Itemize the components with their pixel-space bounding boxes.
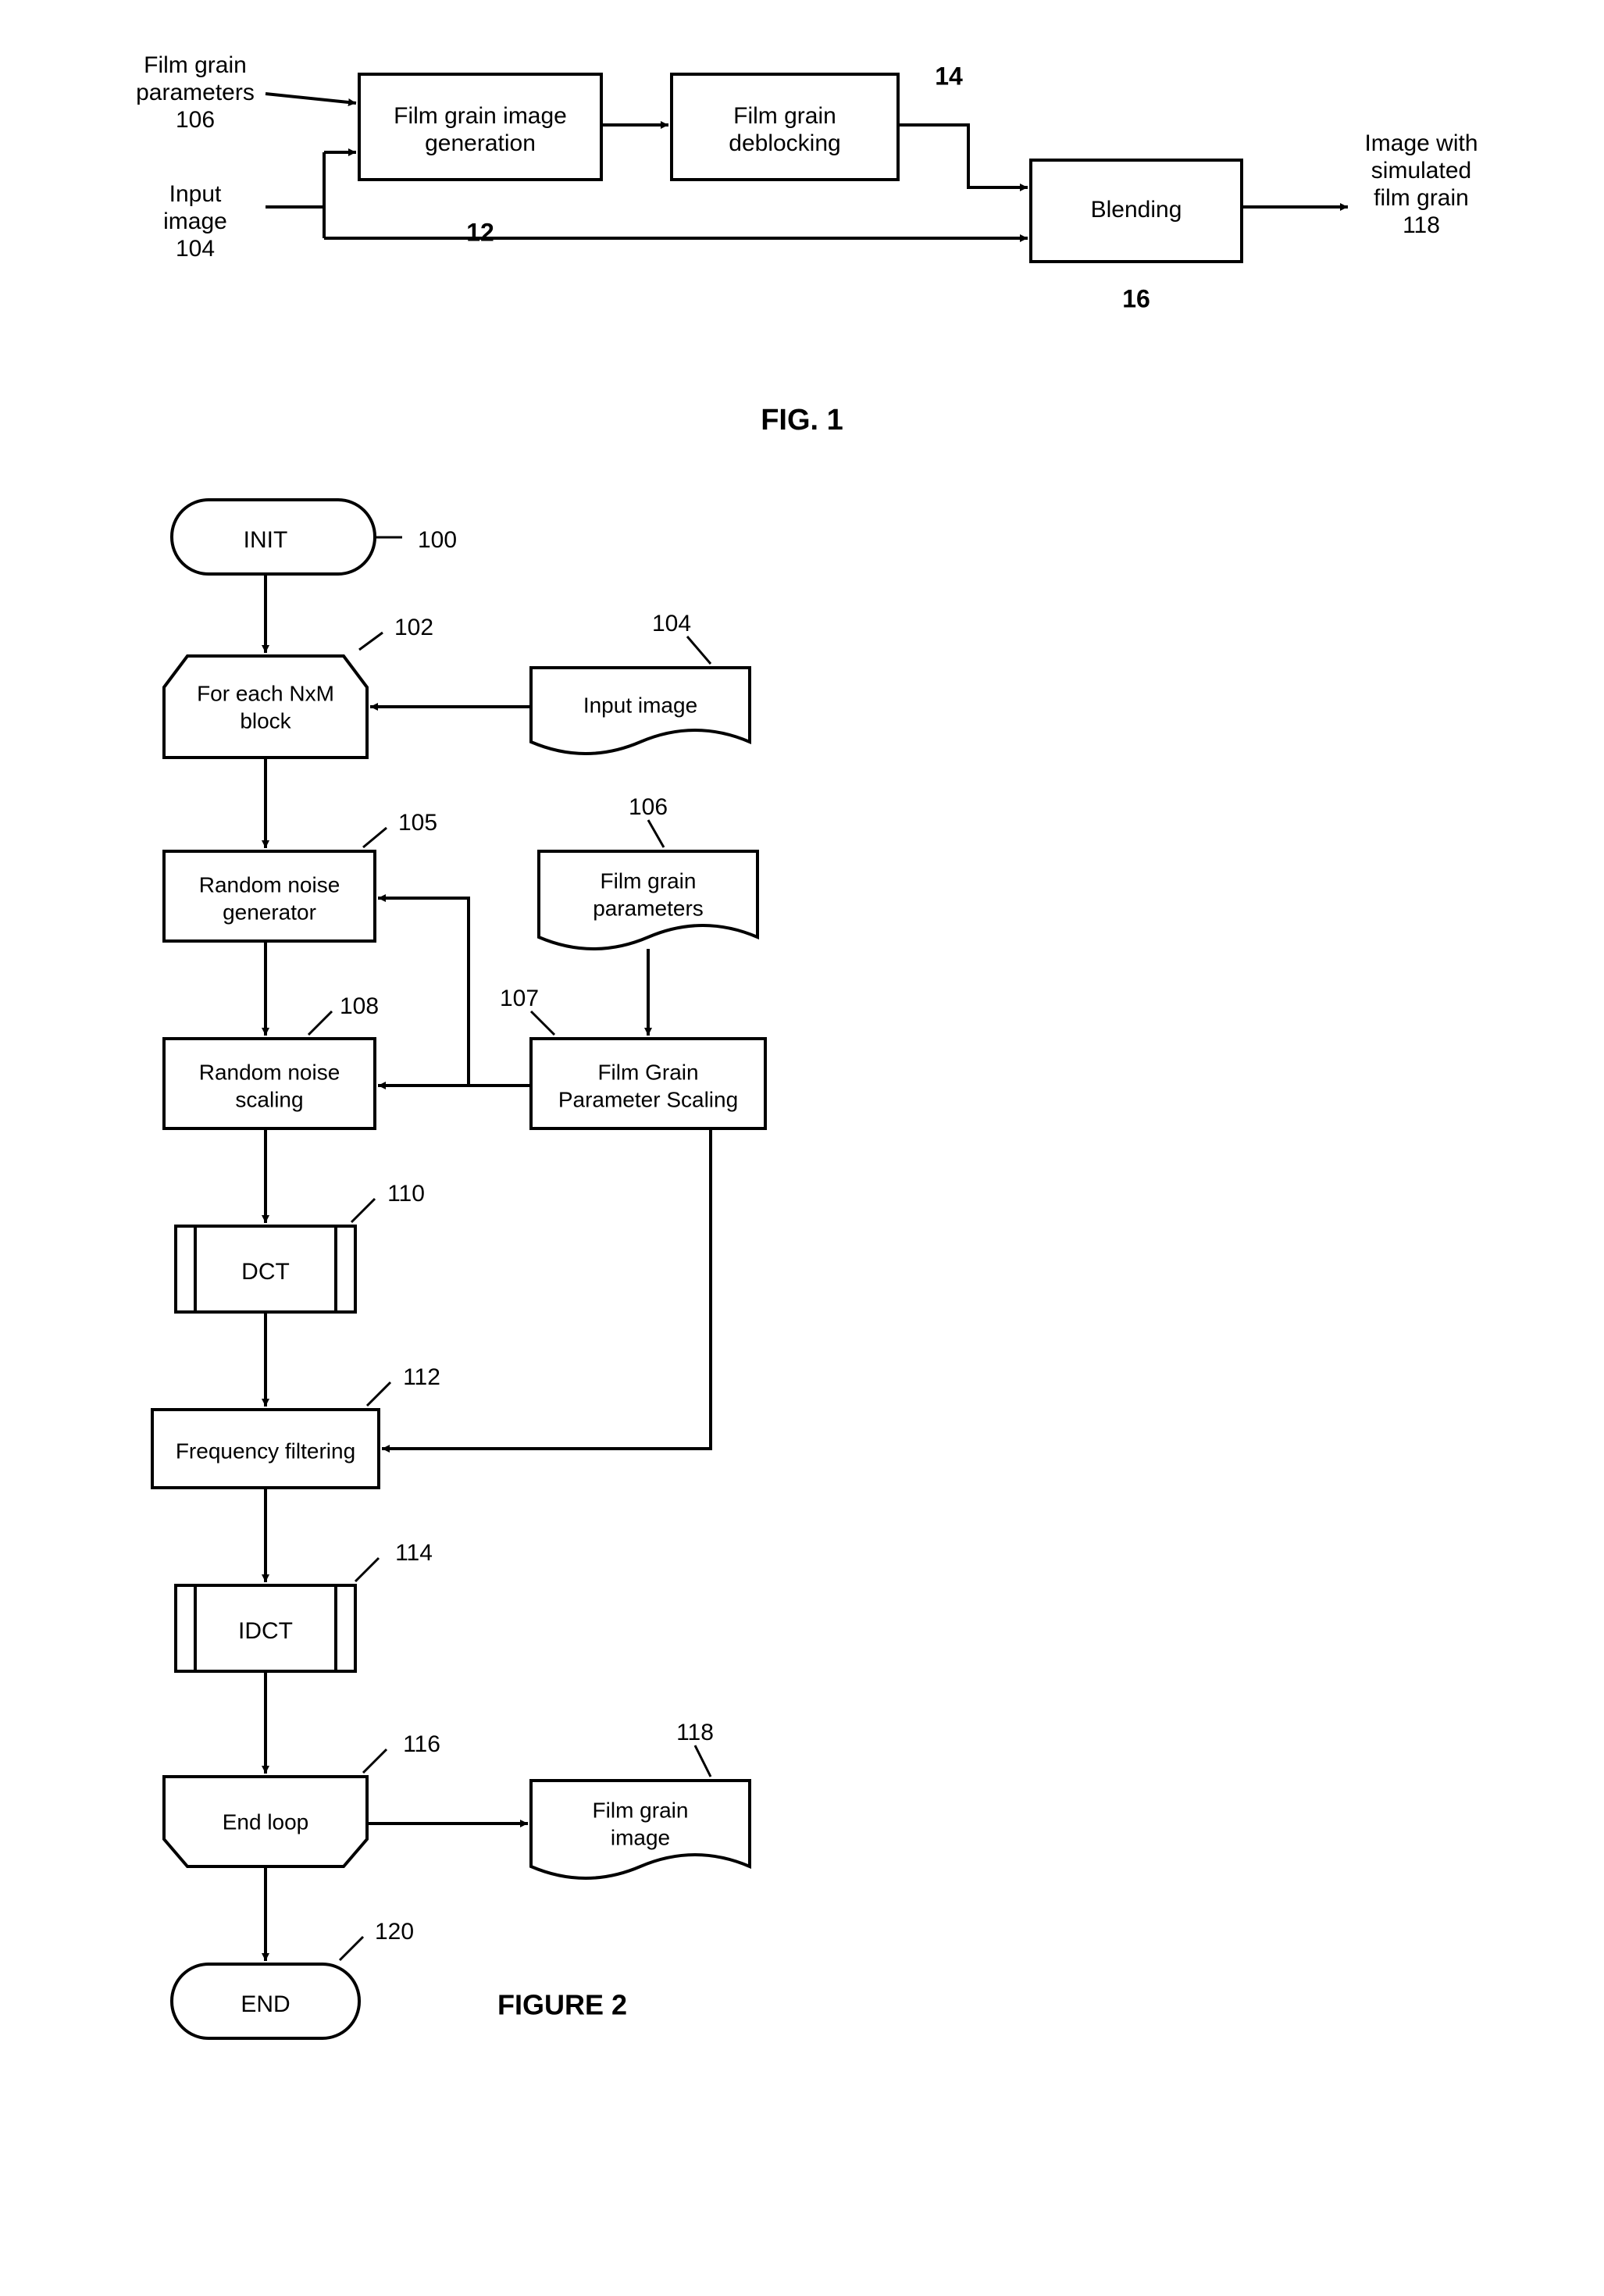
fig2-114-leader bbox=[355, 1558, 379, 1581]
fig2-120-leader bbox=[340, 1937, 363, 1960]
fig2-110-label: 110 bbox=[387, 1181, 425, 1207]
fig2-107-l2: Parameter Scaling bbox=[558, 1087, 738, 1111]
fig2-arrow-107-105 bbox=[378, 898, 469, 1086]
fig2-108-label: 108 bbox=[340, 993, 379, 1019]
fig2-116-text: End loop bbox=[223, 1809, 309, 1834]
fig1-box14-label: 14 bbox=[935, 62, 963, 90]
fig1-image-l2: image bbox=[163, 209, 227, 234]
fig2-107-leader bbox=[531, 1011, 554, 1035]
fig2-118-l2: image bbox=[611, 1825, 670, 1849]
figure-2: INIT 100 For each NxM block 102 Input im… bbox=[31, 469, 1573, 2249]
fig2-114-text: IDCT bbox=[238, 1618, 293, 1644]
fig2-106-l2: parameters bbox=[593, 896, 704, 920]
fig2-102-leader bbox=[359, 633, 383, 650]
fig2-108-leader bbox=[308, 1011, 332, 1035]
fig2-110-leader bbox=[351, 1199, 375, 1222]
fig1-out-l2: simulated bbox=[1371, 158, 1471, 184]
fig2-108-l2: scaling bbox=[235, 1087, 303, 1111]
fig1-params-l2: parameters bbox=[136, 80, 255, 105]
fig2-init-label: 100 bbox=[418, 527, 457, 553]
fig2-105-l1: Random noise bbox=[199, 872, 340, 897]
fig2-106-leader bbox=[648, 820, 664, 847]
fig1-image-l3: 104 bbox=[176, 236, 215, 262]
fig2-118-label: 118 bbox=[676, 1720, 714, 1745]
fig2-arrow-107-112 bbox=[382, 1128, 711, 1449]
fig1-image-l1: Input bbox=[169, 181, 222, 207]
fig1-box12-l1: Film grain image bbox=[394, 103, 567, 129]
fig2-104-label: 104 bbox=[652, 611, 691, 636]
fig2-105-leader bbox=[363, 828, 387, 847]
fig1-box14-l1: Film grain bbox=[733, 103, 836, 129]
fig1-arrow-params-to-12 bbox=[266, 94, 356, 103]
fig2-118-l1: Film grain bbox=[593, 1798, 689, 1822]
fig2-120-text: END bbox=[241, 1991, 290, 2017]
fig2-105-l2: generator bbox=[223, 900, 316, 924]
fig2-120-label: 120 bbox=[375, 1919, 414, 1945]
fig2-112-leader bbox=[367, 1382, 390, 1406]
fig2-104-text: Input image bbox=[583, 693, 697, 717]
fig2-105-label: 105 bbox=[398, 810, 437, 836]
fig1-arrow-14-to-16 bbox=[898, 125, 1028, 187]
fig1-params-l1: Film grain bbox=[144, 52, 247, 78]
fig2-caption: FIGURE 2 bbox=[497, 1989, 627, 2021]
fig2-116-leader bbox=[363, 1749, 387, 1773]
fig1-out-l1: Image with bbox=[1364, 130, 1477, 156]
fig1-out-l4: 118 bbox=[1403, 212, 1440, 238]
fig2-118-leader bbox=[695, 1745, 711, 1777]
fig2-112-text: Frequency filtering bbox=[176, 1439, 355, 1463]
fig2-110-text: DCT bbox=[241, 1259, 290, 1285]
fig2-108-l1: Random noise bbox=[199, 1060, 340, 1084]
fig2-106-l1: Film grain bbox=[601, 868, 697, 893]
fig2-102-l1: For each NxM bbox=[197, 681, 334, 705]
figure-1: Film grain parameters 106 Input image 10… bbox=[31, 31, 1573, 469]
fig1-box14-l2: deblocking bbox=[729, 130, 840, 156]
fig2-loop-start bbox=[164, 656, 367, 758]
fig2-104-leader bbox=[687, 636, 711, 664]
fig1-box16-label: 16 bbox=[1122, 284, 1150, 312]
fig2-106-label: 106 bbox=[629, 794, 668, 820]
fig1-box12-label: 12 bbox=[466, 218, 494, 246]
fig1-out-l3: film grain bbox=[1374, 185, 1469, 211]
fig1-box12-l2: generation bbox=[425, 130, 536, 156]
fig1-caption: FIG. 1 bbox=[761, 404, 843, 437]
fig2-102-l2: block bbox=[240, 708, 291, 733]
fig2-107-l1: Film Grain bbox=[597, 1060, 698, 1084]
fig1-box16-l1: Blending bbox=[1091, 197, 1182, 223]
fig2-107-label: 107 bbox=[500, 986, 539, 1011]
fig2-116-label: 116 bbox=[403, 1731, 440, 1757]
fig2-102-label: 102 bbox=[394, 615, 433, 640]
fig2-112-label: 112 bbox=[403, 1364, 440, 1390]
fig1-params-l3: 106 bbox=[176, 107, 215, 133]
fig2-init-text: INIT bbox=[244, 527, 288, 553]
fig2-114-label: 114 bbox=[395, 1540, 433, 1566]
